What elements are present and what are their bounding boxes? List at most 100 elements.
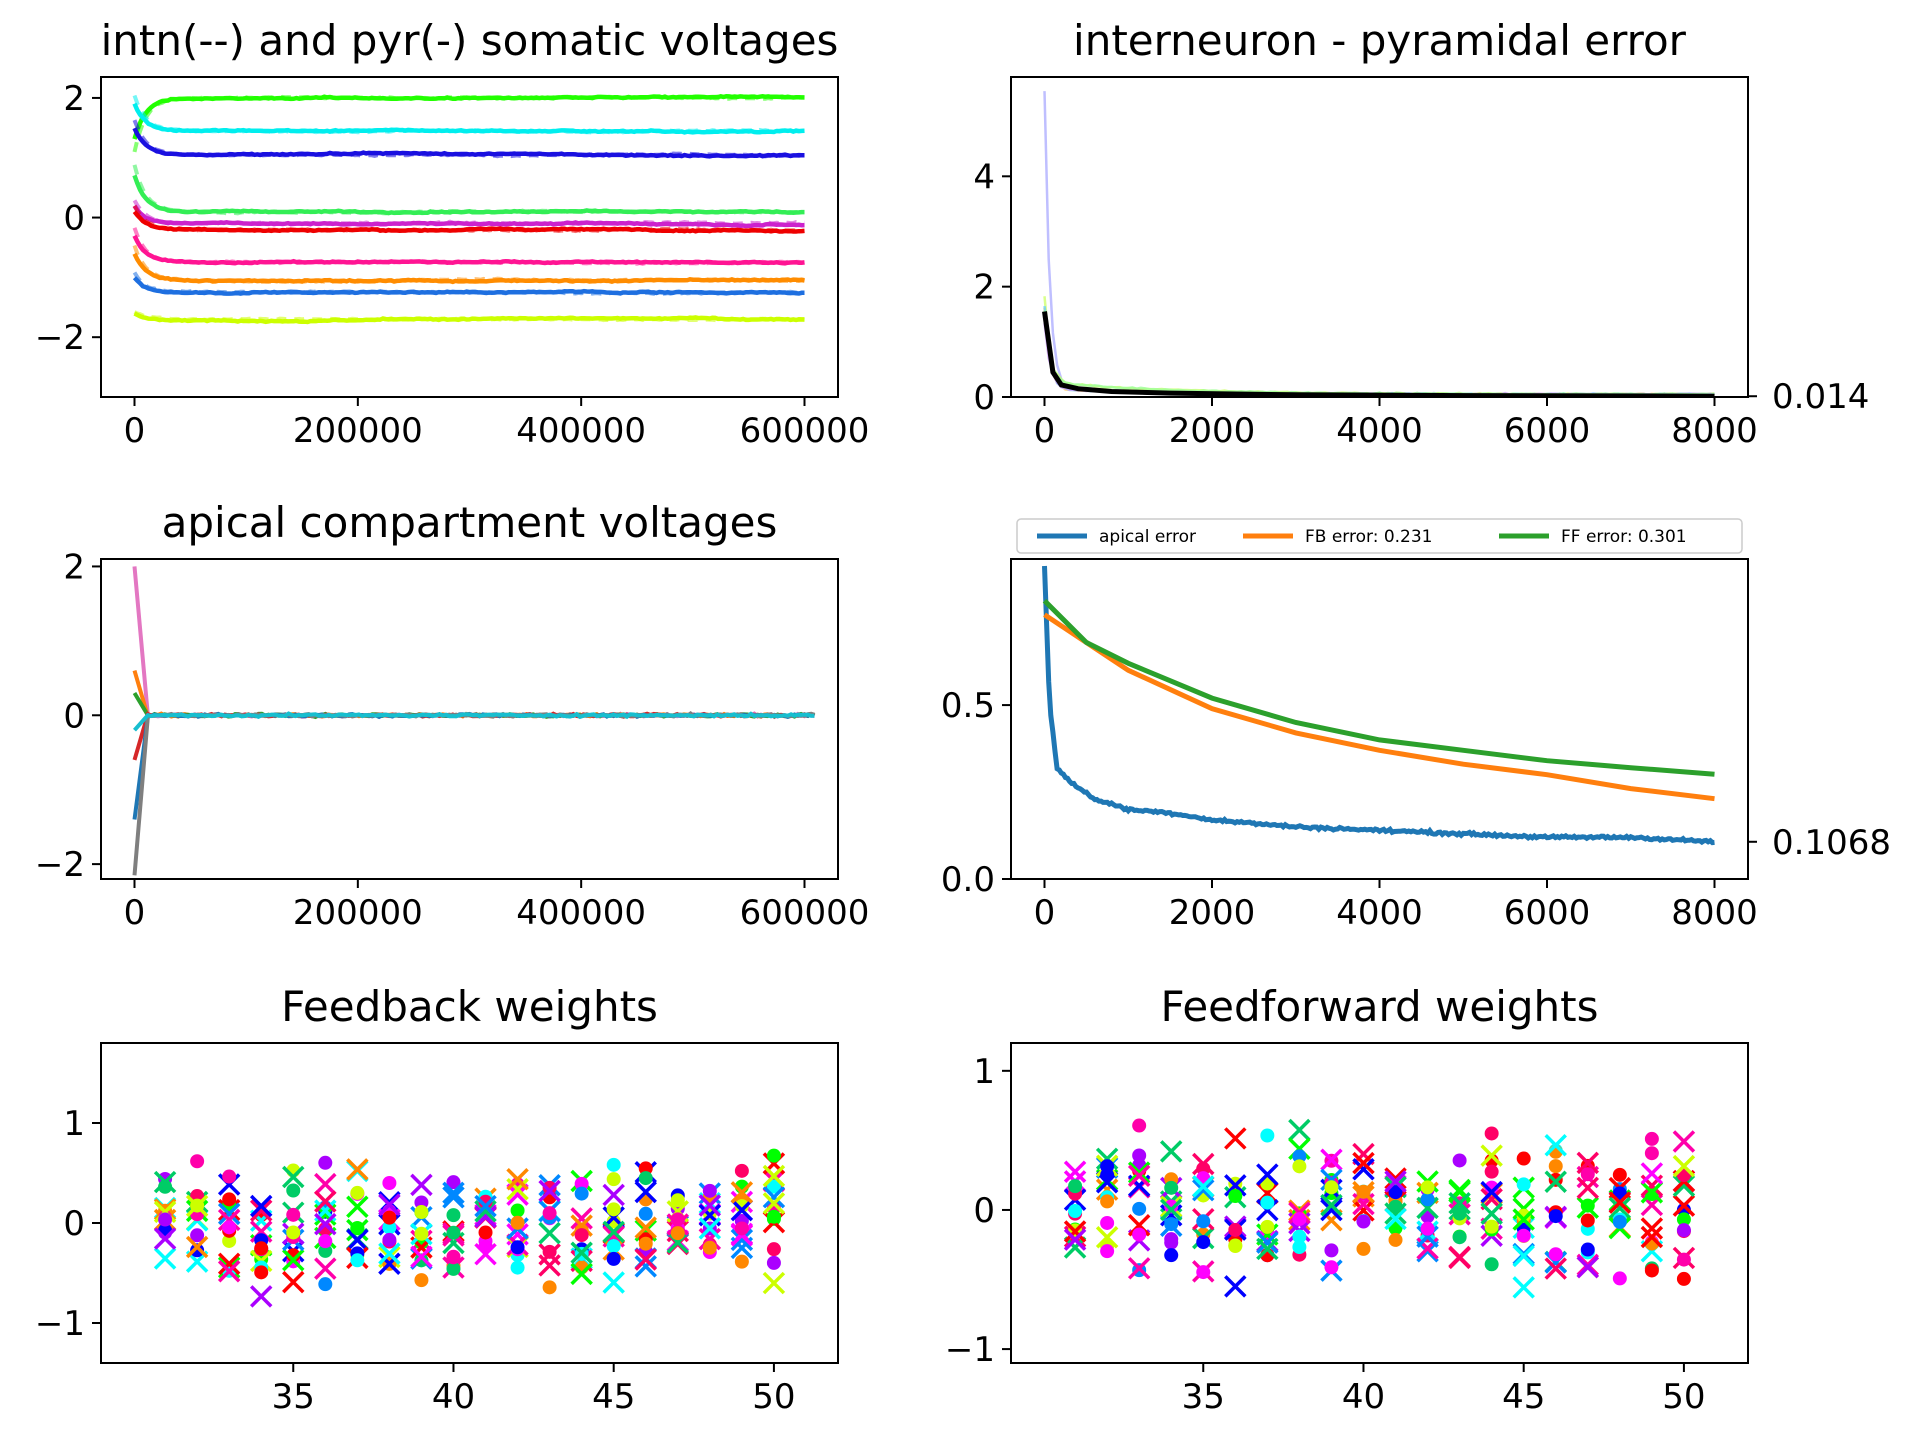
legend: apical error FB error: 0.231 FF error: 0.3… bbox=[1016, 518, 1743, 554]
weight-marker-dot bbox=[1516, 1177, 1531, 1192]
weight-marker-dot bbox=[542, 1180, 557, 1195]
weight-marker-x bbox=[410, 1245, 433, 1269]
x-tick-label: 400000 bbox=[516, 893, 646, 933]
chart-title: intn(--) and pyr(-) somatic voltages bbox=[101, 16, 839, 65]
weight-marker-dot bbox=[606, 1172, 621, 1187]
weight-marker-x bbox=[634, 1180, 657, 1204]
weight-marker-x bbox=[1512, 1208, 1535, 1231]
legend-label: FB error: 0.231 bbox=[1305, 527, 1433, 547]
weight-marker-dot bbox=[318, 1234, 333, 1249]
weight-marker-dot bbox=[1580, 1167, 1595, 1182]
weight-marker-dot bbox=[766, 1242, 781, 1257]
weight-marker-dot bbox=[222, 1192, 237, 1207]
x-tick-label: 8000 bbox=[1671, 893, 1758, 933]
weight-marker-x bbox=[762, 1185, 786, 1209]
x-tick-label: 4000 bbox=[1336, 893, 1423, 933]
weight-marker-dot bbox=[414, 1205, 429, 1220]
weight-marker-x bbox=[570, 1241, 593, 1264]
weight-marker-dot bbox=[382, 1220, 397, 1235]
weight-marker-x bbox=[634, 1248, 657, 1271]
weight-marker-dot bbox=[510, 1215, 525, 1230]
weight-marker-dot bbox=[1612, 1271, 1627, 1286]
x-tick-label: 600000 bbox=[740, 411, 870, 451]
y-tick-label: 0.5 bbox=[941, 686, 995, 726]
weight-marker-dot bbox=[1516, 1208, 1531, 1223]
panel-intn_error: 0 2000 4000 6000 8000 0 2 4 interneuron - pyrami… bbox=[973, 16, 1869, 451]
weight-marker-dot bbox=[574, 1228, 589, 1243]
weight-marker-x bbox=[1480, 1180, 1503, 1204]
weight-marker-dot bbox=[350, 1185, 365, 1200]
weight-marker-x bbox=[474, 1242, 497, 1266]
weight-marker-x bbox=[1352, 1151, 1375, 1175]
weight-marker-dot bbox=[286, 1225, 301, 1240]
weight-marker-dot bbox=[1644, 1131, 1659, 1146]
axes-frame bbox=[100, 76, 839, 398]
weight-marker-x bbox=[1288, 1118, 1311, 1142]
weight-marker-dot bbox=[734, 1254, 749, 1269]
axes-frame bbox=[1010, 1042, 1749, 1364]
weight-marker-x bbox=[1256, 1237, 1279, 1261]
weight-marker-dot bbox=[1100, 1194, 1115, 1209]
weight-marker-x bbox=[314, 1172, 337, 1196]
weight-marker-dot bbox=[350, 1253, 365, 1268]
weight-marker-x bbox=[1576, 1151, 1600, 1175]
weight-marker-x bbox=[474, 1205, 497, 1228]
weight-marker-x bbox=[1352, 1199, 1375, 1222]
y-tick-label: 0 bbox=[973, 1191, 995, 1231]
weight-marker-dot bbox=[1580, 1242, 1595, 1257]
weight-marker-x bbox=[1063, 1220, 1087, 1243]
weight-marker-dot bbox=[1228, 1222, 1243, 1237]
weight-marker-dot bbox=[446, 1225, 461, 1240]
weight-marker-x bbox=[1512, 1276, 1535, 1299]
error-series-line bbox=[1042, 565, 1715, 846]
weight-marker-dot bbox=[1260, 1128, 1275, 1143]
weight-marker-dot bbox=[1676, 1202, 1691, 1217]
weight-marker-x bbox=[1256, 1231, 1279, 1254]
weight-marker-x bbox=[634, 1216, 657, 1239]
weight-marker-dot bbox=[1516, 1228, 1531, 1243]
weight-marker-dot bbox=[1324, 1180, 1339, 1195]
weight-marker-x bbox=[1640, 1225, 1664, 1249]
weight-marker-x bbox=[1192, 1152, 1215, 1176]
weight-marker-dot bbox=[1100, 1168, 1115, 1183]
weight-marker-dot bbox=[1292, 1229, 1307, 1244]
weight-marker-dot bbox=[510, 1240, 525, 1255]
weight-marker-x bbox=[1576, 1255, 1600, 1279]
y-tick-label: −1 bbox=[35, 1304, 85, 1344]
somatic-trace-solid bbox=[132, 276, 805, 296]
weight-marker-dot bbox=[1132, 1227, 1147, 1242]
x-tick-label: 0 bbox=[1034, 893, 1056, 933]
weight-marker-dot bbox=[670, 1226, 685, 1241]
x-tick-label: 6000 bbox=[1504, 893, 1591, 933]
weight-marker-dot bbox=[446, 1175, 461, 1190]
weight-marker-dot bbox=[254, 1265, 269, 1280]
weight-marker-dot bbox=[1420, 1221, 1435, 1236]
weight-marker-x bbox=[666, 1231, 690, 1254]
weight-marker-dot bbox=[190, 1243, 205, 1258]
weight-marker-dot bbox=[1228, 1188, 1243, 1203]
weight-marker-dot bbox=[1452, 1206, 1467, 1221]
weight-marker-x bbox=[217, 1260, 241, 1283]
somatic-trace-solid bbox=[132, 174, 805, 216]
x-tick-label: 40 bbox=[432, 1377, 475, 1417]
weight-marker-dot bbox=[1132, 1201, 1147, 1216]
weight-marker-dot bbox=[190, 1228, 205, 1243]
weight-marker-x bbox=[1320, 1198, 1343, 1222]
weight-marker-x bbox=[346, 1228, 369, 1252]
weight-marker-x bbox=[1480, 1144, 1503, 1167]
x-tick-label: 2000 bbox=[1169, 411, 1256, 451]
chart-title: interneuron - pyramidal error bbox=[1073, 16, 1687, 65]
weight-marker-x bbox=[1544, 1133, 1567, 1157]
weight-marker-x bbox=[698, 1217, 722, 1240]
weight-marker-dot bbox=[1164, 1180, 1179, 1195]
weight-marker-dot bbox=[222, 1233, 237, 1248]
weight-marker-x bbox=[1256, 1181, 1279, 1205]
x-tick-label: 8000 bbox=[1671, 411, 1758, 451]
somatic-trace-solid bbox=[132, 102, 805, 135]
weight-marker-x bbox=[249, 1199, 273, 1222]
weight-marker-x bbox=[1127, 1164, 1151, 1188]
weight-marker-x bbox=[1608, 1191, 1632, 1214]
weight-marker-x bbox=[698, 1194, 722, 1217]
x-tick-label: 200000 bbox=[293, 411, 423, 451]
